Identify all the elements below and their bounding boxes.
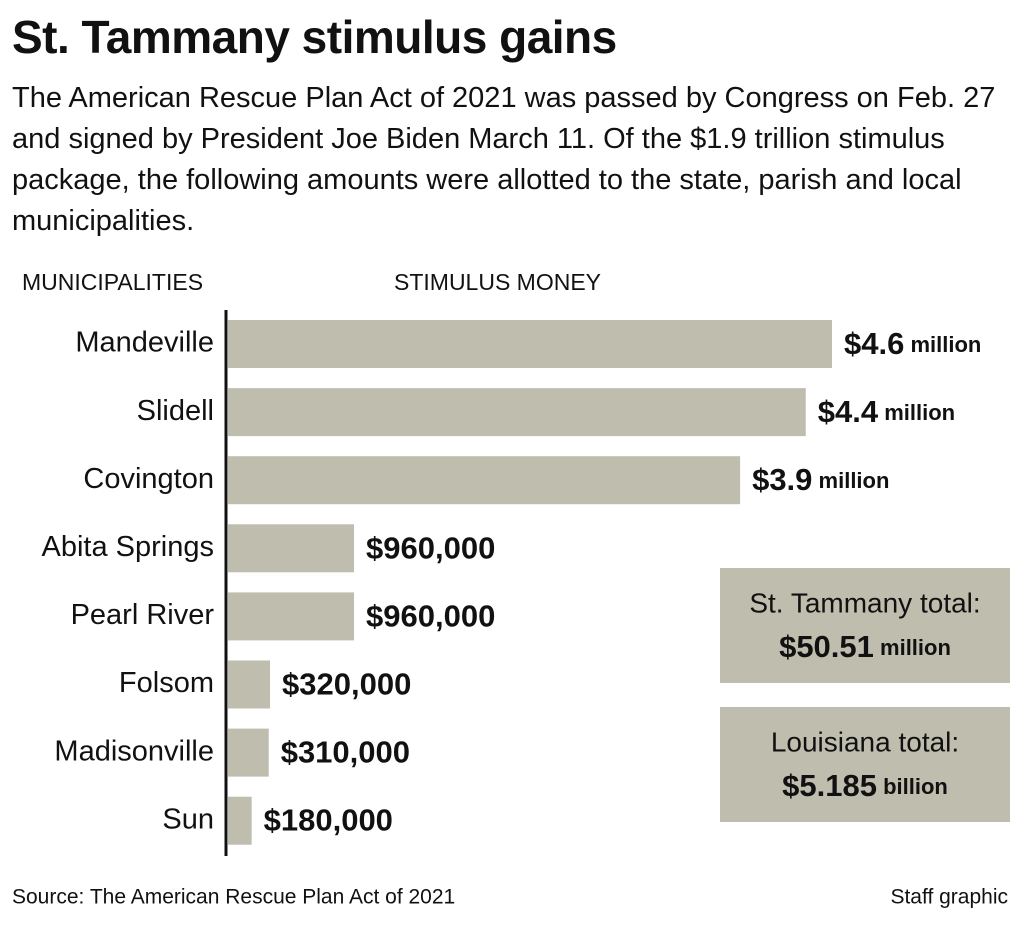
- total-box-bg: [720, 707, 1010, 822]
- chart-subtitle: The American Rescue Plan Act of 2021 was…: [12, 82, 996, 237]
- category-label: Folsom: [119, 667, 214, 699]
- value-label: $3.9 million: [752, 462, 889, 497]
- value-label: $4.4 million: [818, 394, 955, 429]
- value-label: $4.6 million: [844, 326, 981, 361]
- total-value: $5.185 billion: [782, 768, 948, 803]
- total-box: St. Tammany total: $50.51 million: [720, 568, 1010, 683]
- value-label: $310,000: [281, 735, 410, 770]
- category-label: Slidell: [137, 395, 214, 427]
- bar: [228, 592, 355, 641]
- bar: [228, 660, 271, 709]
- source: Source: The American Rescue Plan Act of …: [12, 886, 455, 909]
- value-label: $180,000: [264, 803, 393, 838]
- bar: [228, 456, 741, 505]
- total-title: St. Tammany total:: [749, 587, 980, 618]
- value-label: $960,000: [366, 599, 495, 634]
- credit: Staff graphic: [890, 886, 1008, 909]
- category-label: Covington: [83, 463, 214, 495]
- total-title: Louisiana total:: [771, 726, 959, 757]
- bar: [228, 388, 806, 437]
- bar: [228, 796, 252, 845]
- value-label: $960,000: [366, 530, 495, 565]
- value-label: $320,000: [282, 667, 411, 702]
- bar: [228, 524, 355, 573]
- total-box: Louisiana total: $5.185 billion: [720, 707, 1010, 822]
- category-label: Pearl River: [71, 599, 215, 631]
- bar: [228, 728, 269, 777]
- total-box-bg: [720, 568, 1010, 683]
- category-label: Madisonville: [54, 735, 214, 767]
- value-axis-label: STIMULUS MONEY: [394, 269, 601, 295]
- category-label: Sun: [162, 803, 214, 835]
- total-value: $50.51 million: [779, 629, 951, 664]
- category-label: Mandeville: [75, 327, 214, 359]
- chart-title: St. Tammany stimulus gains: [12, 11, 617, 63]
- category-axis-label: MUNICIPALITIES: [22, 269, 203, 295]
- bar: [228, 320, 832, 368]
- category-label: Abita Springs: [42, 531, 215, 563]
